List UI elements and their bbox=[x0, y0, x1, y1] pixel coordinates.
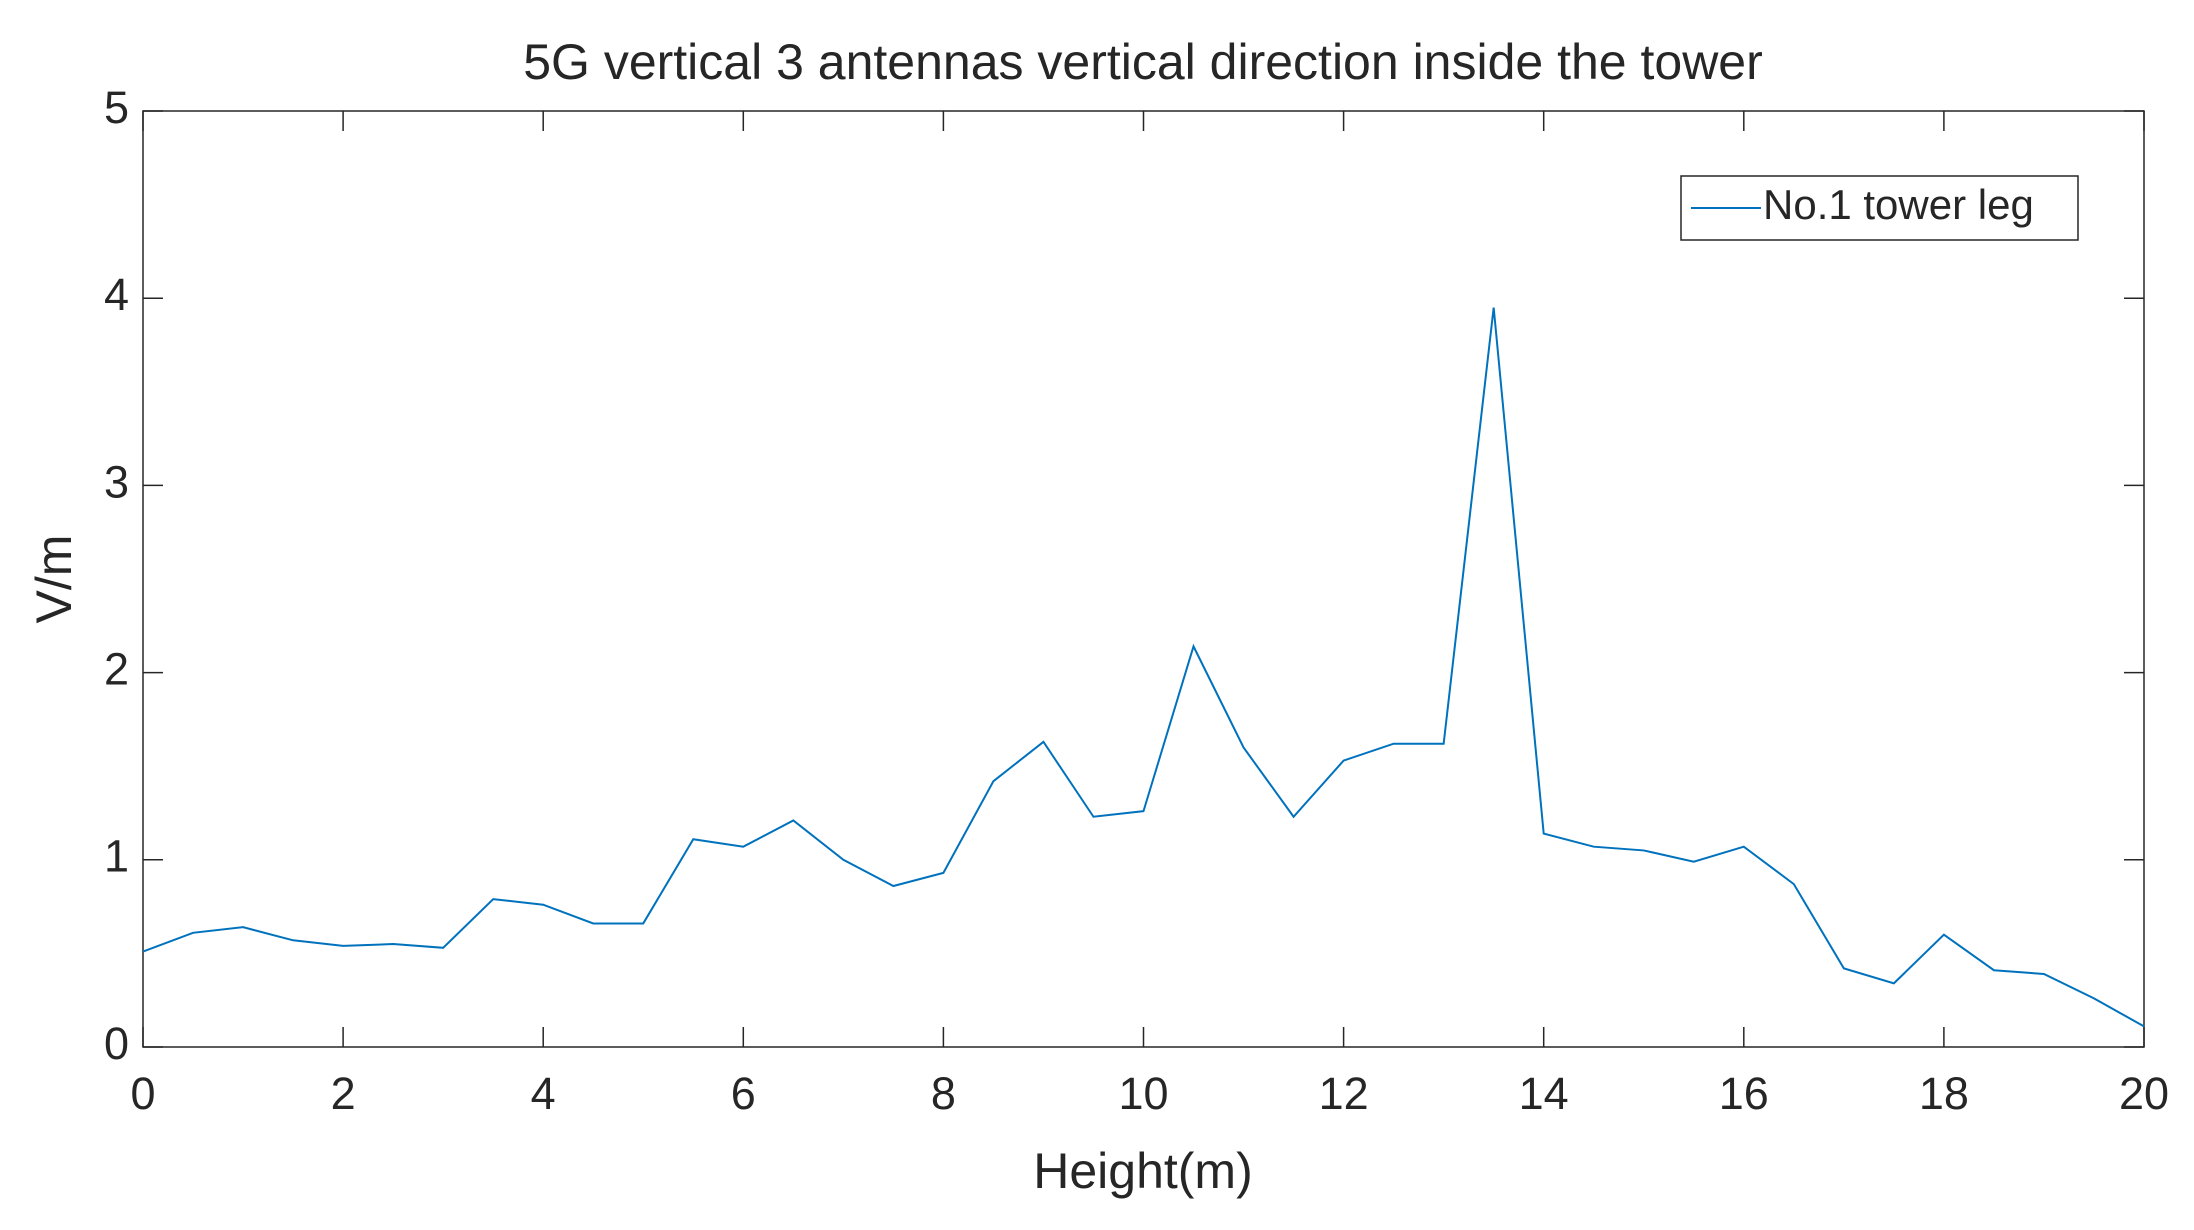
legend-label: No.1 tower leg bbox=[1763, 181, 2034, 228]
x-tick-label: 14 bbox=[1519, 1068, 1569, 1119]
x-tick-label: 18 bbox=[1919, 1068, 1969, 1119]
y-tick-label: 4 bbox=[104, 269, 129, 320]
y-tick-label: 5 bbox=[104, 82, 129, 133]
x-tick-label: 2 bbox=[331, 1068, 356, 1119]
x-tick-label: 20 bbox=[2119, 1068, 2169, 1119]
y-tick-label: 2 bbox=[104, 643, 129, 694]
chart-title: 5G vertical 3 antennas vertical directio… bbox=[523, 34, 1763, 90]
data-line bbox=[142, 307, 2145, 1028]
x-axis-label: Height(m) bbox=[1033, 1143, 1252, 1199]
x-tick-label: 6 bbox=[731, 1068, 756, 1119]
y-tick-label: 1 bbox=[104, 831, 129, 882]
x-tick-label: 12 bbox=[1319, 1068, 1369, 1119]
x-tick-label: 4 bbox=[531, 1068, 556, 1119]
y-axis-label: V/m bbox=[26, 535, 82, 624]
y-tick-label: 0 bbox=[104, 1018, 129, 1069]
y-tick-label: 3 bbox=[104, 456, 129, 507]
x-tick-label: 8 bbox=[931, 1068, 956, 1119]
x-tick-label: 10 bbox=[1118, 1068, 1168, 1119]
x-tick-label: 0 bbox=[130, 1068, 155, 1119]
x-tick-label: 16 bbox=[1719, 1068, 1769, 1119]
